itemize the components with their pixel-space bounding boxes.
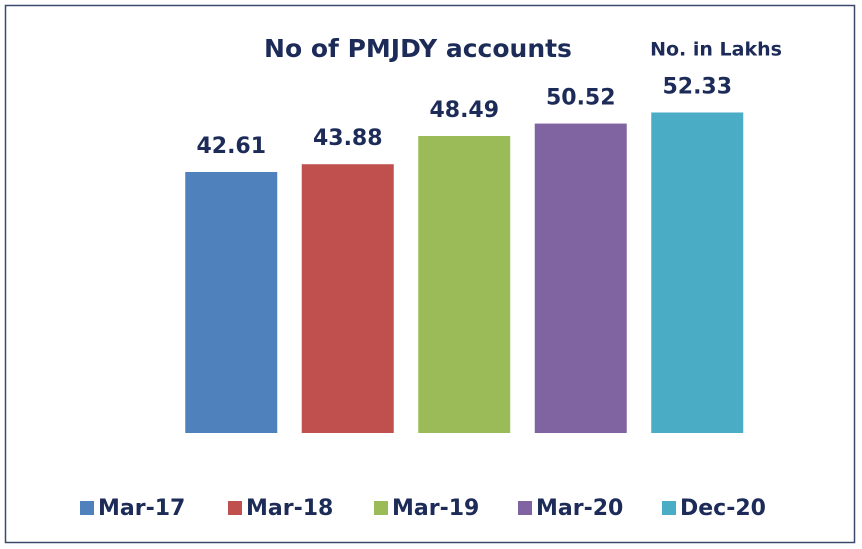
legend-swatch [518, 501, 532, 515]
value-label: 48.49 [429, 98, 499, 123]
chart-title: No of PMJDY accounts [264, 34, 572, 63]
legend-label: Mar-18 [246, 496, 333, 521]
legend-label: Mar-17 [98, 496, 185, 521]
bar [534, 123, 627, 433]
value-label: 52.33 [662, 74, 732, 99]
bar [185, 172, 278, 434]
legend-swatch [662, 501, 676, 515]
legend-swatch [374, 501, 388, 515]
legend-label: Dec-20 [680, 496, 766, 521]
bar [651, 112, 744, 433]
value-label: 43.88 [313, 126, 383, 151]
legend-label: Mar-19 [392, 496, 479, 521]
value-label: 50.52 [546, 86, 616, 111]
legend-label: Mar-20 [536, 496, 623, 521]
bar [418, 135, 511, 433]
bar [301, 164, 394, 434]
legend-swatch [228, 501, 242, 515]
legend-swatch [80, 501, 94, 515]
unit-note: No. in Lakhs [650, 39, 782, 61]
value-label: 42.61 [196, 134, 266, 159]
